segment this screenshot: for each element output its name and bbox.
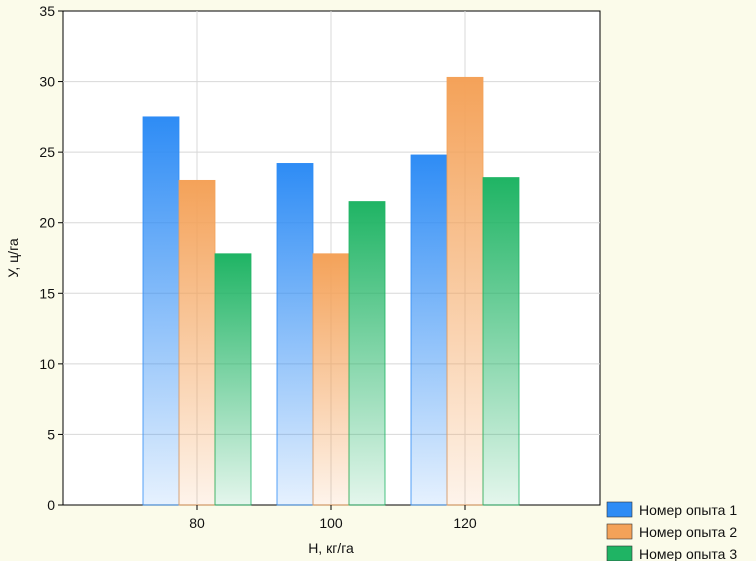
legend-label: Номер опыта 1 <box>639 502 737 518</box>
y-tick-label: 25 <box>39 144 55 160</box>
x-axis-title: Н, кг/га <box>308 540 354 556</box>
legend-swatch <box>606 523 633 540</box>
y-axis-ticks: 0 5 10 15 20 25 30 35 <box>39 3 63 513</box>
bar-series2-80 <box>178 179 216 506</box>
legend-swatch <box>606 545 633 561</box>
bar-series3-120 <box>482 177 520 506</box>
bar-series1-120 <box>410 154 448 506</box>
y-tick-label: 30 <box>39 74 55 90</box>
y-tick-label: 0 <box>47 497 55 513</box>
legend-label: Номер опыта 3 <box>639 546 737 561</box>
legend: Номер опыта 1 Номер опыта 2 Номер опыта 3 <box>606 501 737 561</box>
y-tick-label: 5 <box>47 426 55 442</box>
bar-series1-100 <box>276 163 314 506</box>
bar-series3-80 <box>214 253 252 506</box>
y-axis-title: У, ц/га <box>5 238 21 278</box>
bars <box>142 76 520 506</box>
legend-label: Номер опыта 2 <box>639 524 737 540</box>
y-tick-label: 10 <box>39 356 55 372</box>
bar-series2-120 <box>446 76 484 506</box>
x-tick-label: 120 <box>453 515 477 531</box>
bar-series2-100 <box>312 253 350 506</box>
x-tick-label: 100 <box>319 515 343 531</box>
y-tick-label: 20 <box>39 215 55 231</box>
bar-series1-80 <box>142 116 180 506</box>
x-tick-label: 80 <box>189 515 205 531</box>
y-tick-label: 15 <box>39 285 55 301</box>
bar-series3-100 <box>348 201 386 506</box>
y-tick-label: 35 <box>39 3 55 19</box>
legend-swatch <box>606 501 633 518</box>
x-axis-ticks: 80 100 120 <box>189 505 477 531</box>
